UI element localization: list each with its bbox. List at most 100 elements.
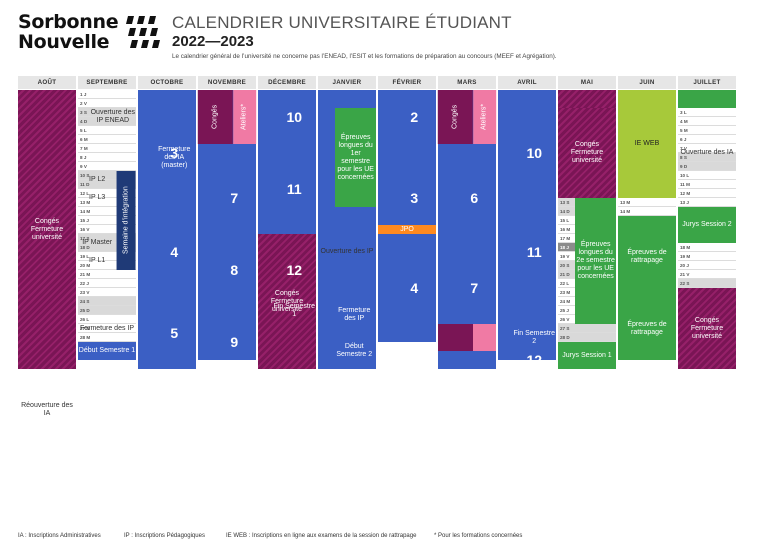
day-cell: 4 M xyxy=(678,117,736,126)
logo-nouvelle: Nouvelle xyxy=(18,31,110,53)
day-cell: 11 M xyxy=(678,180,736,189)
jury-block-text: Jurys Session 1 xyxy=(562,351,612,359)
day-label: 12 L xyxy=(80,191,90,196)
day-label: 2 V xyxy=(80,101,87,106)
month-header: FÉVRIER xyxy=(378,76,436,89)
day-cell: 17 S xyxy=(78,234,136,243)
week-number: 12 xyxy=(286,262,303,278)
retake-exams-block: Épreuves de rattrapage xyxy=(618,297,676,360)
month-header: DÉCEMBRE xyxy=(258,76,316,89)
day-label: 21 V xyxy=(680,272,690,277)
day-cell: 7 V xyxy=(678,144,736,153)
day-cell: 23 V xyxy=(78,288,136,297)
workshop-block xyxy=(472,324,496,351)
day-cell: 9 V xyxy=(78,162,136,171)
ip-l2-label-text: IP L2 xyxy=(89,176,106,183)
ip-opening-label: Ouverture des IP xyxy=(318,234,376,270)
ip-l3-label: IP L3 xyxy=(78,189,116,207)
month-column: SEPTEMBRE 1 J 2 V 3 S 4 D 5 L 6 M 7 M 8 J 9 V 10 S… xyxy=(78,76,136,528)
week-number: 5 xyxy=(410,379,419,395)
day-label: 19 M xyxy=(680,254,691,259)
ip-opening-label: Ouverture des IP ENEAD xyxy=(90,90,136,144)
open-day-block-text: JPO xyxy=(400,225,414,233)
day-label: 16 V xyxy=(80,227,90,232)
day-label: 12 M xyxy=(680,191,691,196)
week-number: 10 xyxy=(286,109,303,125)
logo-marks-icon xyxy=(126,16,160,48)
workshop-block-text: Ateliers* xyxy=(240,103,248,131)
month-header: AVRIL xyxy=(498,76,556,89)
day-label: 6 J xyxy=(680,137,687,142)
day-label: 10 L xyxy=(680,173,690,178)
day-label: 8 J xyxy=(80,155,87,160)
reopening-label: Réouverture des IA xyxy=(18,369,76,450)
week-number: 10 xyxy=(526,145,543,161)
header: Sorbonne Nouvelle CALENDRIER UNIVERSITAI… xyxy=(0,0,768,74)
calendar-grid: AOÛT1 L2 M3 M4 J5 V6 S7 D8 L9 M10 M11 J1… xyxy=(18,76,750,528)
day-label: 19 L xyxy=(80,254,90,259)
day-cell: 18 M xyxy=(678,243,736,252)
day-label: 28 D xyxy=(560,335,570,340)
page-subtitle: Le calendrier général de l’université ne… xyxy=(172,53,557,60)
semester-end-label-text: Fin Semestre 2 xyxy=(513,329,556,345)
day-label: 23 V xyxy=(80,290,90,295)
day-label: 27 M xyxy=(80,326,91,331)
day-label: 18 M xyxy=(680,245,691,250)
closure-block-text: Congés Fermeture université xyxy=(690,316,724,340)
jury-block: Jurys Session 2 xyxy=(678,207,736,243)
closure-block-text: Congés Fermeture université xyxy=(270,289,304,313)
day-label: 19 V xyxy=(560,254,570,259)
legend-ia: IA : Inscriptions Administratives xyxy=(18,533,101,539)
day-label: 13 J xyxy=(680,200,689,205)
day-label: 23 M xyxy=(560,290,571,295)
holiday-block: Congés xyxy=(198,90,233,144)
day-cell: 10 L xyxy=(678,171,736,180)
month-header: JANVIER xyxy=(318,76,376,89)
day-label: 8 S xyxy=(680,155,687,160)
closure-block xyxy=(558,90,616,108)
semester-end-label: Fin Semestre 2 xyxy=(513,315,557,360)
day-label: 27 S xyxy=(560,326,570,331)
day-cell: 25 D xyxy=(78,306,136,315)
workshop-block: Ateliers* xyxy=(232,90,256,144)
week-number: 7 xyxy=(470,280,479,296)
day-label: 14 M xyxy=(80,209,91,214)
day-label: 1 J xyxy=(80,92,87,97)
day-cell: 6 M xyxy=(78,135,136,144)
day-label: 20 J xyxy=(680,263,689,268)
legend-note: * Pour les formations concernées xyxy=(434,533,523,539)
week-number: 7 xyxy=(230,190,239,206)
ia-closing-label-text: Fermeture des IA (LIC) xyxy=(95,361,133,376)
week-number: 6 xyxy=(470,190,479,206)
semester-start-label: Début Semestre 2 xyxy=(333,333,377,369)
semester-end-label: Fin Semestre 1 xyxy=(273,288,317,333)
day-label: 16 M xyxy=(560,227,571,232)
ip-closing-label-text: Fermeture des IP xyxy=(338,307,371,322)
day-label: 18 J xyxy=(560,245,569,250)
closure-block: Congés Fermeture université xyxy=(678,288,736,369)
day-label: 3 S xyxy=(80,110,87,115)
day-label: 28 M xyxy=(80,335,91,340)
ia-opening-label-text: Ouverture des IA xyxy=(680,149,734,156)
day-label: 15 J xyxy=(80,218,89,223)
day-label: 4 M xyxy=(680,119,688,124)
day-label: 14 D xyxy=(560,209,570,214)
day-label: 14 M xyxy=(620,209,631,214)
closure-block: Congés Fermeture université xyxy=(258,234,316,369)
day-label: 7 M xyxy=(80,146,88,151)
academic-year: 2022—2023 xyxy=(172,33,254,50)
day-cell: 14 M xyxy=(618,207,676,216)
holiday-block-text: Congés xyxy=(451,104,459,130)
exams-block-text: Épreuves longues du 2e semestre pour les… xyxy=(576,241,615,280)
day-cell: 13 M xyxy=(78,198,136,207)
day-cell: 27 M xyxy=(78,324,136,333)
closure-block-text: Congés Fermeture université xyxy=(30,217,64,241)
semester-start-label: Début Semestre 1 xyxy=(78,342,136,360)
teaching-block xyxy=(378,90,436,342)
ip-closing-label: Fermeture des IP xyxy=(78,315,136,342)
week-number: 1 xyxy=(350,415,359,431)
ia-closing-label: Fermeture des IA (LIC) xyxy=(93,351,137,387)
reopening-label-text: Réouverture des IA xyxy=(21,401,73,417)
week-number: 2 xyxy=(410,109,419,125)
week-number: 10 xyxy=(226,424,243,440)
